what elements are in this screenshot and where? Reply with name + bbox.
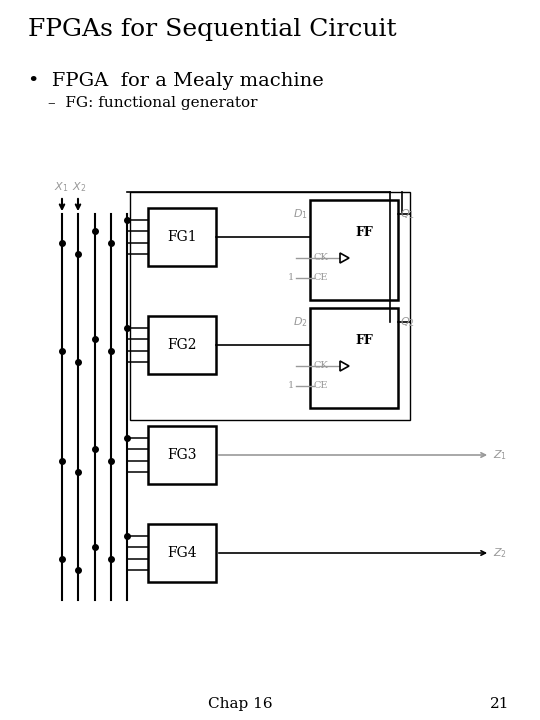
Bar xyxy=(310,308,398,408)
Text: CE: CE xyxy=(314,382,328,390)
Text: FG3: FG3 xyxy=(167,448,197,462)
Text: CK: CK xyxy=(314,361,329,371)
Text: 1: 1 xyxy=(288,382,294,390)
Bar xyxy=(310,200,398,300)
Text: 21: 21 xyxy=(490,697,510,711)
Text: –  FG: functional generator: – FG: functional generator xyxy=(48,96,258,110)
Text: FF: FF xyxy=(356,225,374,238)
Polygon shape xyxy=(340,361,349,371)
Text: $X_1$: $X_1$ xyxy=(54,180,68,194)
Bar xyxy=(130,192,410,420)
Bar xyxy=(148,208,216,266)
Polygon shape xyxy=(340,253,349,263)
Text: FF: FF xyxy=(356,333,374,346)
Text: FPGAs for Sequential Circuit: FPGAs for Sequential Circuit xyxy=(28,18,396,41)
Bar xyxy=(148,524,216,582)
Text: FG4: FG4 xyxy=(167,546,197,560)
Text: CK: CK xyxy=(314,253,329,263)
Text: $D_2$: $D_2$ xyxy=(293,315,308,329)
Bar xyxy=(148,316,216,374)
Bar xyxy=(148,426,216,484)
Text: CE: CE xyxy=(314,274,328,282)
Text: $Q_1$: $Q_1$ xyxy=(400,207,415,221)
Text: •  FPGA  for a Mealy machine: • FPGA for a Mealy machine xyxy=(28,72,324,90)
Text: 1: 1 xyxy=(288,274,294,282)
Text: FG1: FG1 xyxy=(167,230,197,244)
Text: $Z_1$: $Z_1$ xyxy=(493,448,507,462)
Text: FG2: FG2 xyxy=(167,338,197,352)
Text: $Z_2$: $Z_2$ xyxy=(493,546,507,560)
Text: $Q_2$: $Q_2$ xyxy=(400,315,415,329)
Text: Chap 16: Chap 16 xyxy=(208,697,272,711)
Text: $D_1$: $D_1$ xyxy=(293,207,308,221)
Text: $X_2$: $X_2$ xyxy=(72,180,86,194)
